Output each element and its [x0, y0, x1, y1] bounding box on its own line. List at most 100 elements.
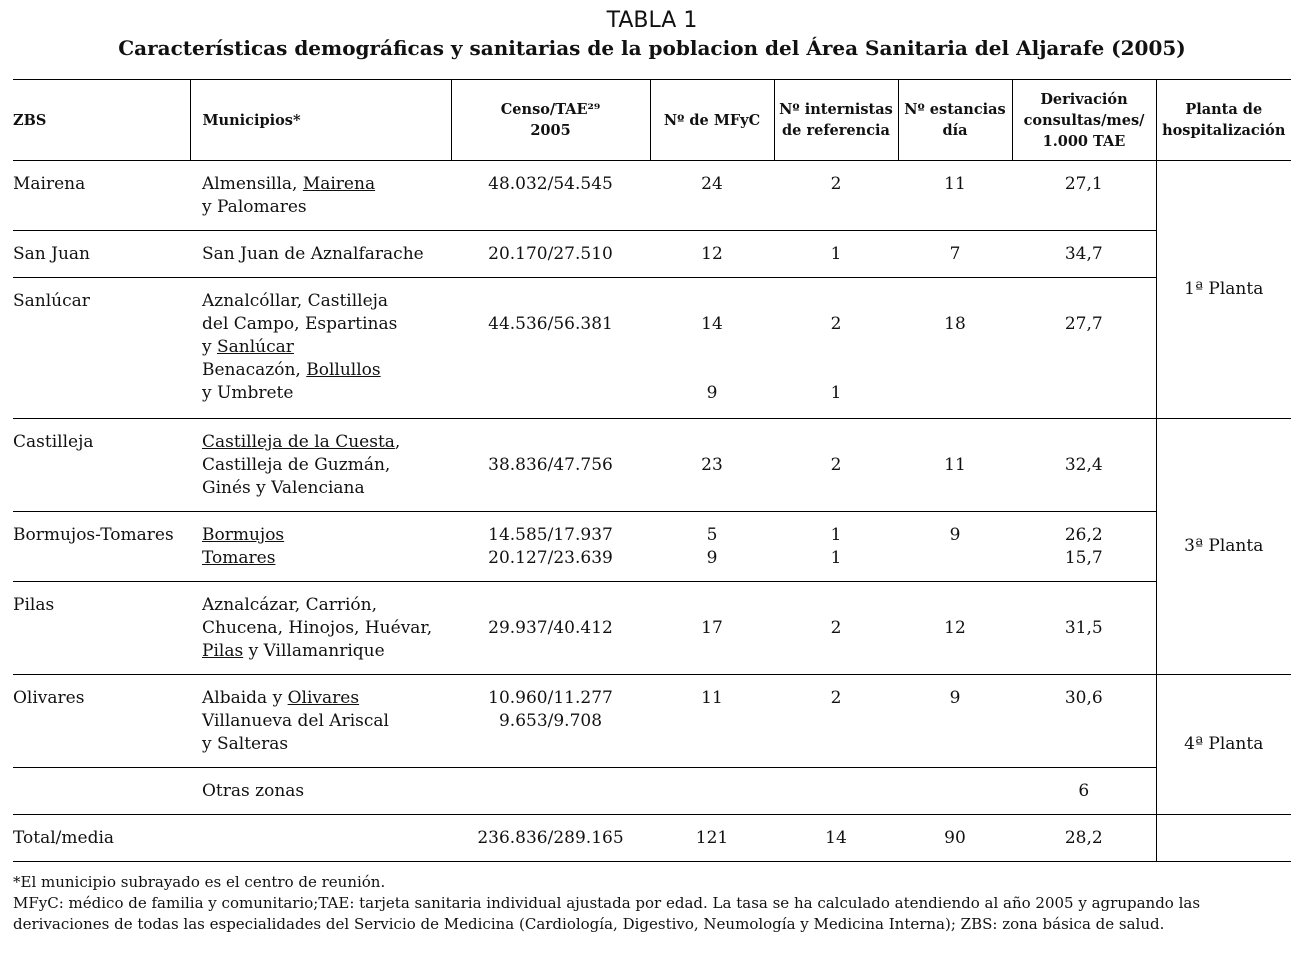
estancias: 18: [898, 277, 1012, 359]
header-text: ZBS: [13, 111, 47, 129]
total-row: Total/media 236.836/289.165 121 14 90 28…: [13, 814, 1291, 862]
text: y Salteras: [202, 734, 289, 754]
mfyc: 17: [650, 581, 774, 675]
planta: 3ª Planta: [1155, 418, 1291, 675]
text: del Campo, Espartinas: [202, 314, 398, 334]
municipios: Aznalcóllar, Castilleja del Campo, Espart…: [190, 277, 451, 359]
header-text: Nº internistas: [779, 101, 893, 118]
municipios: Almensilla, Mairena y Palomares: [190, 161, 451, 231]
header-text: Nº estancias: [904, 101, 1006, 118]
data-table: ZBS Municipios* Censo/TAE²⁹ 2005 Nº de MF…: [13, 79, 1291, 862]
mfyc: 9: [706, 383, 718, 403]
censo: 10.960/11.277 9.653/9.708: [451, 674, 650, 768]
text: Villanueva del Ariscal: [202, 711, 389, 731]
text: 9: [706, 548, 718, 568]
header-cell: Nº estancias día: [897, 79, 1012, 161]
row: San Juan San Juan de Aznalfarache 20.170…: [13, 230, 1291, 278]
text: Benacazón,: [202, 360, 307, 380]
row: Pilas Aznalcázar, Carrión, Chucena, Hinoj…: [13, 581, 1291, 675]
mfyc: 14: [650, 277, 774, 359]
text: 10.960/11.277: [488, 688, 613, 708]
zbs: Sanlúcar: [13, 277, 190, 419]
header-text: 1.000 TAE: [1042, 132, 1126, 150]
text: Olivares: [287, 688, 360, 708]
text: 5: [706, 525, 718, 545]
text: Mairena: [302, 174, 376, 194]
footnotes: *El municipio subrayado es el centro de …: [13, 872, 1263, 935]
derivacion: 6: [1012, 767, 1156, 815]
text: 20.127/23.639: [488, 548, 613, 568]
text: 9.653/9.708: [498, 711, 603, 731]
footnote: *El municipio subrayado es el centro de …: [13, 873, 386, 891]
text: Tomares: [202, 548, 276, 568]
censo: 29.937/40.412: [451, 581, 650, 675]
mfyc: 121: [650, 814, 774, 862]
row: Sanlúcar Aznalcóllar, Castilleja del Camp…: [13, 277, 1291, 419]
municipios: Aznalcázar, Carrión, Chucena, Hinojos, Hu…: [190, 581, 451, 675]
text: y Palomares: [202, 197, 307, 217]
text: Castilleja de la Cuesta: [202, 432, 395, 452]
mfyc: 11: [650, 674, 774, 768]
derivacion: 30,6: [1012, 674, 1156, 768]
internistas: 1: [830, 383, 842, 403]
text: y Umbrete: [202, 383, 294, 403]
header-cell: Censo/TAE²⁹ 2005: [450, 79, 650, 161]
text: y: [202, 337, 218, 357]
internistas: 14: [774, 814, 898, 862]
header-text: Nº de MFyC: [663, 111, 761, 129]
censo: 20.170/27.510: [451, 230, 650, 278]
row: Bormujos-Tomares Bormujos Tomares 14.585/…: [13, 511, 1291, 582]
municipios: Bormujos Tomares: [190, 511, 451, 582]
municipios: Benacazón, Bollullos y Umbrete: [190, 359, 451, 419]
zbs: Mairena: [13, 174, 86, 194]
estancias: 9: [898, 511, 1012, 582]
derivacion: 26,2 15,7: [1012, 511, 1156, 582]
censo: 236.836/289.165: [451, 814, 650, 862]
zbs: Total/media: [13, 814, 190, 862]
internistas: 2: [774, 674, 898, 768]
row: Mairena Almensilla, Mairena y Palomares 4…: [13, 160, 1291, 419]
censo: 48.032/54.545: [488, 174, 613, 194]
text: Castilleja de Guzmán,: [202, 455, 391, 475]
mfyc: 12: [650, 230, 774, 278]
footnote: MFyC: médico de familia y comunitario;TA…: [13, 894, 1201, 933]
text: 1: [830, 548, 842, 568]
mfyc: 24: [701, 174, 723, 194]
zbs: Bormujos-Tomares: [13, 511, 190, 582]
estancias: 90: [898, 814, 1012, 862]
header-text: hospitalización: [1162, 122, 1286, 139]
derivacion: 32,4: [1012, 418, 1156, 512]
row: Castilleja Castilleja de la Cuesta, Casti…: [13, 418, 1291, 675]
text: 1: [830, 525, 842, 545]
internistas: 2: [830, 174, 842, 194]
header-text: Municipios*: [202, 111, 301, 129]
header-text: Derivación: [1040, 90, 1128, 108]
table-label: TABLA 1: [606, 8, 698, 33]
header-text: día: [942, 122, 968, 139]
zbs: Castilleja: [13, 418, 190, 512]
header-text: consultas/mes/: [1023, 111, 1145, 129]
derivacion: 31,5: [1012, 581, 1156, 675]
derivacion: 28,2: [1012, 814, 1156, 862]
table-title: Características demográficas y sanitaria…: [118, 36, 1186, 60]
text: y Villamanrique: [243, 641, 385, 661]
header-row: ZBS Municipios* Censo/TAE²⁹ 2005 Nº de MF…: [13, 79, 1291, 161]
censo: 38.836/47.756: [451, 418, 650, 512]
row: Olivares Albaida y Olivares Villanueva de…: [13, 674, 1291, 815]
derivacion: 27,1: [1064, 174, 1103, 194]
estancias: 11: [898, 418, 1012, 512]
planta: 1ª Planta: [1155, 160, 1291, 419]
header-cell: Planta de hospitalización: [1155, 79, 1291, 161]
municipios: Castilleja de la Cuesta, Castilleja de Gu…: [190, 418, 451, 512]
text: Sanlúcar: [217, 337, 294, 357]
zbs: Pilas: [13, 581, 190, 675]
text: Bollullos: [306, 360, 381, 380]
zbs: San Juan: [13, 230, 190, 278]
mfyc: 23: [650, 418, 774, 512]
row: Otras zonas 6: [13, 767, 1291, 815]
row: Benacazón, Bollullos y Umbrete 9 1: [13, 359, 1291, 419]
internistas: 1: [774, 230, 898, 278]
text: Bormujos: [202, 525, 285, 545]
derivacion: 27,7: [1012, 277, 1156, 359]
